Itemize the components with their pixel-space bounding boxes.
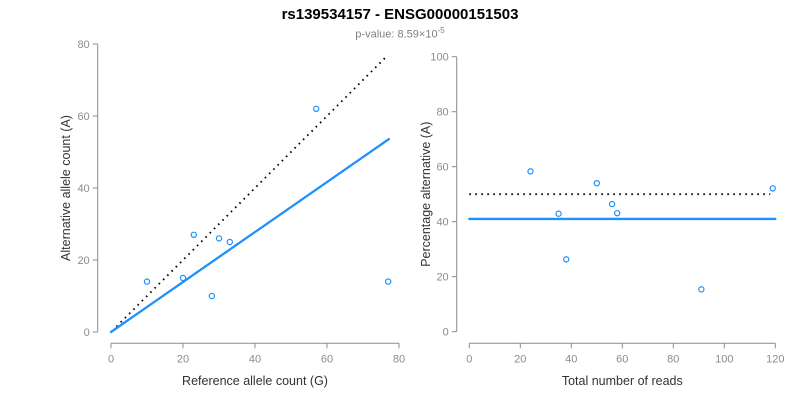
fit-line: [109, 137, 391, 334]
data-point: [527, 168, 534, 175]
data-point: [385, 278, 392, 285]
y-tick-label: 40: [436, 217, 448, 229]
pvalue-text: p-value: 8.59×10: [355, 28, 438, 41]
y-tick-label: 0: [84, 327, 90, 339]
x-axis-title: Total number of reads: [562, 374, 683, 388]
data-point: [614, 209, 621, 217]
data-point: [769, 185, 776, 192]
y-tick-label: 40: [77, 183, 89, 195]
x-tick-label: 0: [108, 353, 114, 365]
figure-title: rs139534157 - ENSG00000151503: [281, 6, 519, 23]
data-point: [179, 274, 187, 282]
reference-dotted-line: [115, 55, 388, 328]
data-point: [313, 105, 320, 113]
x-tick-label: 40: [249, 353, 261, 365]
data-point: [555, 210, 562, 217]
y-tick-label: 0: [443, 327, 449, 339]
x-tick-label: 60: [616, 353, 628, 365]
y-tick-label: 60: [77, 111, 89, 123]
data-point: [563, 256, 570, 263]
y-tick-label: 100: [430, 52, 448, 64]
x-axis-title: Reference allele count (G): [182, 374, 328, 388]
x-tick-label: 0: [466, 353, 472, 365]
x-tick-label: 20: [514, 353, 526, 365]
data-point: [143, 278, 151, 285]
y-axis-title: Alternative allele count (A): [59, 115, 73, 261]
data-point: [190, 231, 197, 238]
figure-subtitle: p-value: 8.59×10-5: [0, 24, 800, 42]
y-axis-title: Percentage alternative (A): [419, 122, 433, 267]
percentage-plot: 0 20 40 60 80 100 0 20 40 60 80 100 120 Total number …: [419, 52, 784, 388]
data-point: [226, 238, 233, 246]
pvalue-exponent: -5: [437, 26, 445, 35]
x-tick-label: 80: [667, 353, 679, 365]
y-tick-label: 80: [77, 39, 89, 51]
allele-count-plot: 0 20 40 60 80 0 20 40 60 80 Reference allele count…: [59, 39, 405, 388]
data-point: [608, 200, 616, 208]
x-tick-label: 120: [766, 353, 784, 365]
data-point: [698, 286, 705, 293]
data-point: [593, 179, 601, 187]
y-tick-label: 20: [436, 272, 448, 284]
y-tick-label: 20: [77, 255, 89, 267]
x-tick-label: 40: [565, 353, 577, 365]
y-tick-label: 80: [436, 107, 448, 119]
y-tick-label: 60: [436, 162, 448, 174]
data-point: [208, 292, 215, 300]
x-tick-label: 60: [321, 353, 333, 365]
x-tick-label: 100: [715, 353, 733, 365]
data-point: [215, 235, 223, 242]
x-tick-label: 20: [177, 353, 189, 365]
x-tick-label: 80: [393, 353, 405, 365]
